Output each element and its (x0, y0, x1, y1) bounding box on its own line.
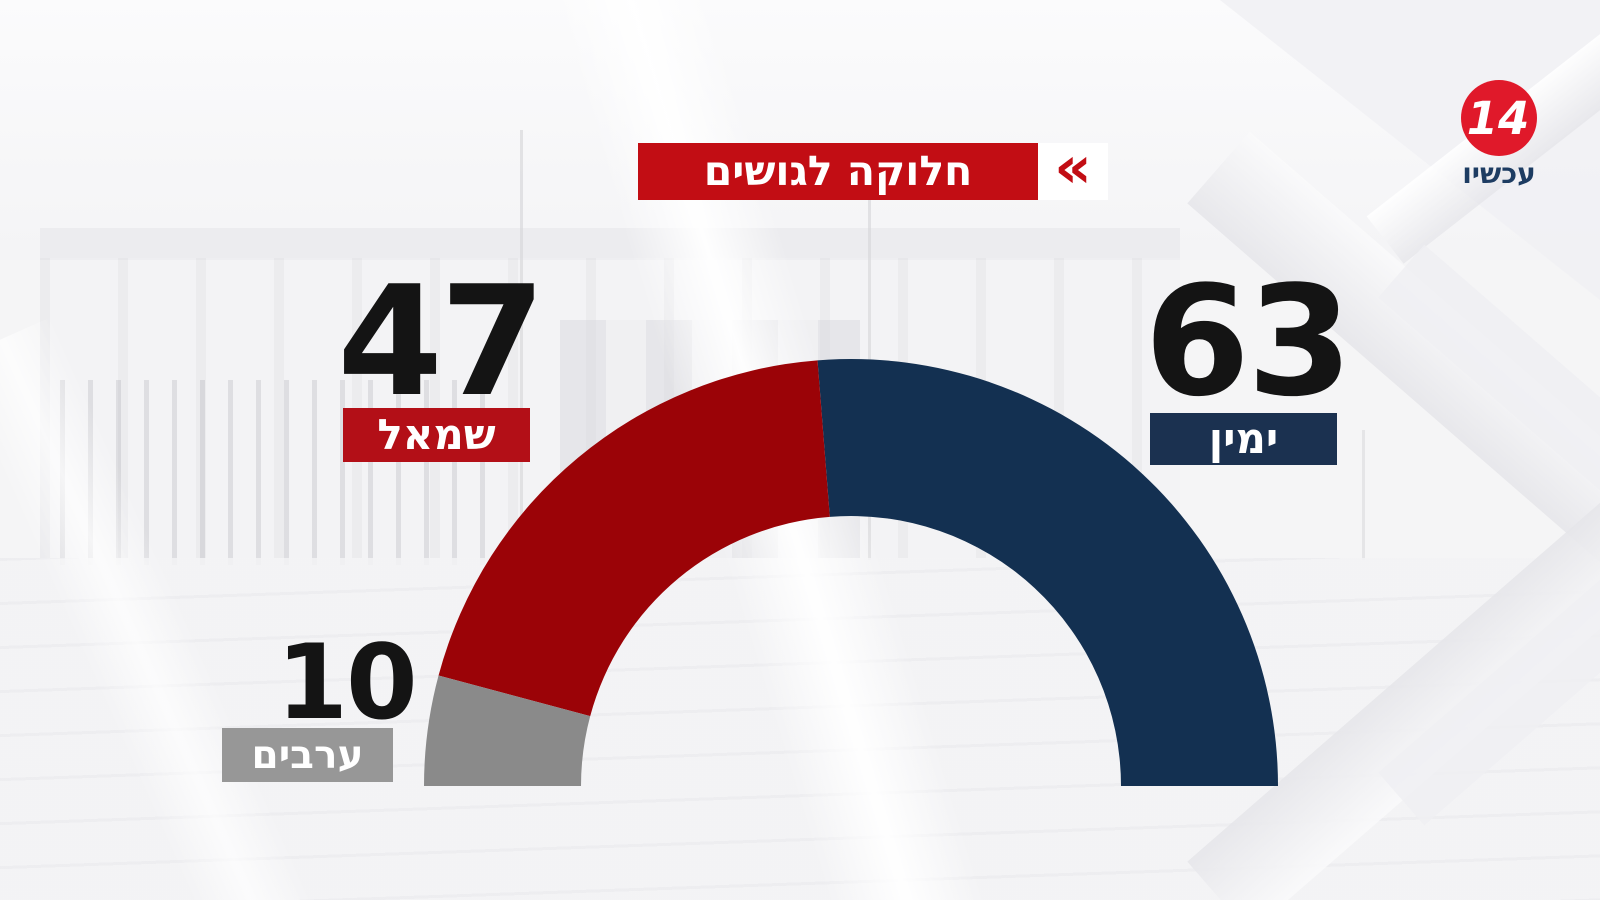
arab-bloc-label: ערבים (251, 732, 364, 778)
channel-logo: 14 עכשיו (1449, 80, 1549, 188)
left-bloc-label: שמאל (377, 410, 496, 459)
gauge-segment-2 (424, 675, 591, 786)
arab-bloc-label-box: ערבים (222, 728, 393, 782)
channel-logo-word: עכשיו (1462, 157, 1536, 190)
chevron-box: « (1038, 138, 1108, 200)
gauge-segment-1 (438, 360, 830, 717)
left-bloc-label-box: שמאל (343, 408, 530, 462)
left-bloc-seats: 47 (337, 253, 546, 430)
title-banner-box: חלוקה לגושים (638, 143, 1038, 200)
page-title: חלוקה לגושים (703, 147, 973, 195)
right-bloc-label-box: ימין (1150, 413, 1337, 465)
right-bloc-seats: 63 (1144, 253, 1353, 430)
gauge-segment-0 (817, 359, 1278, 786)
double-chevron-icon: « (1054, 132, 1092, 201)
channel-logo-number: 14 (1466, 91, 1530, 145)
channel-logo-circle: 14 (1461, 80, 1537, 156)
arab-bloc-seats: 10 (276, 623, 417, 743)
title-banner: חלוקה לגושים « (638, 138, 1108, 200)
right-bloc-label: ימין (1208, 414, 1279, 463)
